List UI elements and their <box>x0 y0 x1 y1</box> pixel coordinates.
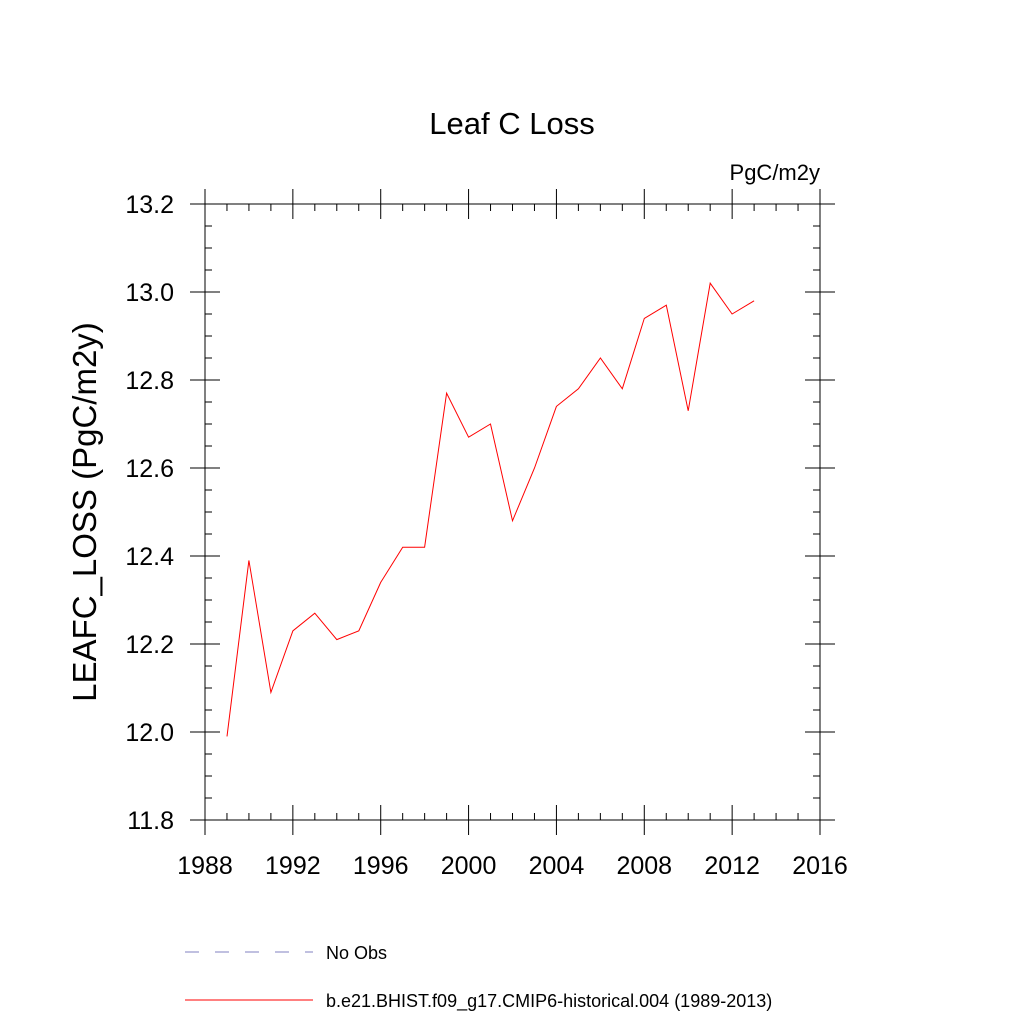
y-tick-label: 12.8 <box>125 367 174 395</box>
series-layer <box>226 281 755 737</box>
x-tick-labels: 1988 1992 1996 2000 2004 2008 2012 2016 <box>177 852 848 880</box>
series-line <box>226 281 755 737</box>
units-label: PgC/m2y <box>730 160 820 185</box>
axis-ticks <box>190 189 835 835</box>
y-tick-label: 12.2 <box>125 631 174 659</box>
plot-frame <box>204 203 821 821</box>
y-tick-label: 13.2 <box>125 191 174 219</box>
chart-title: Leaf C Loss <box>429 106 594 141</box>
x-tick-label: 2012 <box>704 852 760 880</box>
x-tick-label: 2004 <box>529 852 585 880</box>
y-tick-labels: 11.8 12.0 12.2 12.4 12.6 12.8 13.0 13.2 <box>125 191 174 835</box>
legend-label: b.e21.BHIST.f09_g17.CMIP6-historical.004… <box>326 991 772 1012</box>
y-tick-label: 11.8 <box>127 807 174 835</box>
y-tick-label: 12.0 <box>125 719 174 747</box>
x-tick-label: 1992 <box>265 852 321 880</box>
y-tick-label: 12.6 <box>125 455 174 483</box>
y-tick-label: 12.4 <box>125 543 174 571</box>
x-tick-label: 2000 <box>441 852 497 880</box>
x-tick-label: 2008 <box>616 852 672 880</box>
legend-label: No Obs <box>326 943 387 963</box>
x-tick-label: 1996 <box>353 852 409 880</box>
legend: No Obs b.e21.BHIST.f09_g17.CMIP6-historic… <box>185 943 772 1012</box>
x-tick-label: 1988 <box>177 852 233 880</box>
x-tick-label: 2016 <box>792 852 848 880</box>
y-tick-label: 13.0 <box>125 279 174 307</box>
y-axis-label: LEAFC_LOSS (PgC/m2y) <box>66 322 103 702</box>
